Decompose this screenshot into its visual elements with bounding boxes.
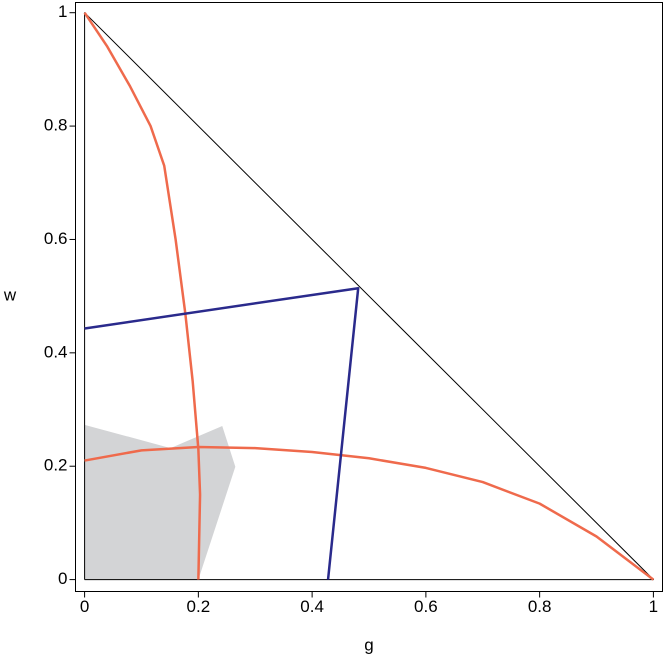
y-tick-label: 0.2 [44,456,68,475]
x-axis-label: g [364,635,373,654]
curve [84,286,360,580]
y-tick-label: 0 [58,569,67,588]
y-tick-label: 1 [58,2,67,21]
x-tick-label: 0.8 [528,597,552,616]
y-tick-label: 0.6 [44,229,68,248]
x-tick-label: 0 [80,597,89,616]
y-tick-label: 0.4 [44,342,68,361]
curve [83,12,202,580]
curve [84,445,655,581]
plot-frame [75,2,663,592]
x-tick-label: 0.4 [300,597,324,616]
y-tick-label: 0.8 [44,116,68,135]
y-axis-label: w [3,285,17,304]
x-tick-label: 1 [649,597,658,616]
x-tick-label: 0.2 [187,597,211,616]
curve [84,12,654,581]
x-tick-label: 0.6 [414,597,438,616]
